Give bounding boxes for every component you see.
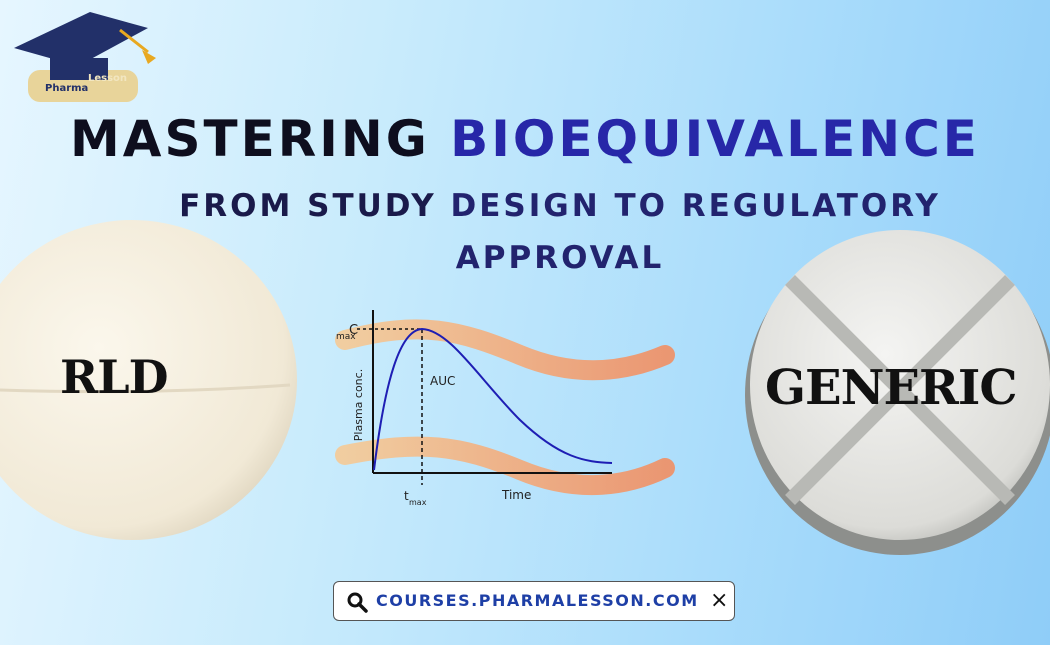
- tablet-cross: [785, 275, 1015, 505]
- tmax-sub: max: [409, 498, 427, 507]
- generic-label: GENERIC: [765, 360, 1018, 416]
- tablet-score: [0, 383, 291, 394]
- rld-label: RLD: [60, 350, 168, 404]
- close-button[interactable]: ×: [710, 588, 729, 613]
- rld-tablet: [0, 220, 297, 540]
- subtitle-part: DESIGN TO REGULATORY APPROVAL: [450, 188, 941, 276]
- cmax-sub: max: [336, 332, 356, 342]
- search-bar[interactable]: COURSES.PHARMALESSON.COM ×: [333, 581, 735, 621]
- title-part: BIOEQUIVALENCE: [450, 110, 980, 168]
- search-icon: [347, 592, 368, 613]
- logo-text: Pharma: [45, 83, 88, 94]
- logo: Pharma Lesson: [14, 12, 156, 102]
- x-axis-label: Time: [501, 488, 531, 502]
- search-text: COURSES.PHARMALESSON.COM: [376, 591, 699, 610]
- pk-graph: C max AUC Plasma conc. t max Time: [335, 310, 675, 507]
- title: MASTERING BIOEQUIVALENCE: [0, 110, 1050, 168]
- y-axis-label: Plasma conc.: [352, 369, 365, 441]
- title-part: MASTERING: [70, 110, 430, 168]
- auc-label: AUC: [430, 374, 455, 388]
- subtitle-part: FROM STUDY: [179, 188, 437, 224]
- tmax-label: t: [404, 489, 409, 503]
- subtitle: FROM STUDY DESIGN TO REGULATORY APPROVAL: [170, 180, 950, 284]
- cmax-label: C: [349, 323, 358, 338]
- logo-text: Lesson: [88, 73, 127, 84]
